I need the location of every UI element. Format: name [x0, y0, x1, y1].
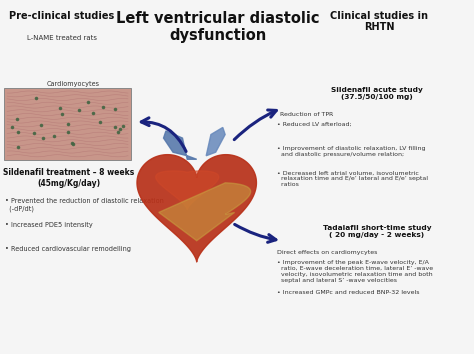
Point	[50, 133, 57, 138]
Text: • Decreased left atrial volume, isovolumetric
  relaxation time and E/e’ lateral: • Decreased left atrial volume, isovolum…	[277, 170, 428, 187]
Point	[96, 120, 104, 125]
Point	[30, 130, 38, 136]
Text: Reduction of TPR: Reduction of TPR	[280, 112, 333, 116]
Point	[111, 106, 119, 112]
Point	[116, 127, 124, 132]
Text: • Reduced LV afterload;: • Reduced LV afterload;	[277, 122, 352, 127]
Text: Tadalafil short-time study
( 20 mg/day - 2 weeks): Tadalafil short-time study ( 20 mg/day -…	[323, 225, 431, 238]
Text: Sildenafil acute study
(37.5/50/100 mg): Sildenafil acute study (37.5/50/100 mg)	[331, 87, 423, 100]
Text: Sildenafil treatment – 8 weeks
(45mg/Kg/day): Sildenafil treatment – 8 weeks (45mg/Kg/…	[3, 168, 134, 188]
Point	[84, 99, 92, 105]
Point	[75, 107, 83, 113]
Point	[119, 123, 127, 129]
Polygon shape	[206, 127, 225, 156]
Point	[37, 122, 45, 128]
Point	[58, 111, 66, 117]
Point	[99, 104, 107, 110]
Polygon shape	[164, 131, 197, 159]
Point	[64, 122, 72, 127]
Text: • Increased PDE5 intensity: • Increased PDE5 intensity	[5, 222, 92, 228]
Point	[111, 124, 119, 130]
Point	[14, 129, 22, 135]
Text: Cardiomyocytes: Cardiomyocytes	[47, 81, 100, 87]
Point	[64, 130, 71, 135]
Text: L-NAME treated rats: L-NAME treated rats	[27, 35, 97, 41]
Point	[90, 110, 97, 116]
Point	[13, 116, 21, 122]
Point	[114, 129, 121, 135]
Point	[39, 135, 47, 141]
Polygon shape	[159, 183, 251, 241]
Polygon shape	[137, 155, 256, 262]
Text: Clinical studies in
RHTN: Clinical studies in RHTN	[330, 11, 428, 32]
Text: • Improvement of the peak E-wave velocity, E/A
  ratio, E-wave deceleration time: • Improvement of the peak E-wave velocit…	[277, 260, 433, 282]
Point	[56, 105, 64, 111]
Point	[69, 142, 77, 147]
Text: • Improvement of diastolic relaxation, LV filling
  and diastolic pressure/volum: • Improvement of diastolic relaxation, L…	[277, 146, 426, 157]
Polygon shape	[156, 171, 219, 210]
Text: • Reduced cardiovascular remodelling: • Reduced cardiovascular remodelling	[5, 246, 131, 252]
Text: Direct effects on cardiomycytes: Direct effects on cardiomycytes	[277, 250, 378, 255]
FancyBboxPatch shape	[4, 88, 131, 160]
Point	[9, 124, 16, 129]
Point	[68, 140, 76, 145]
Text: Pre-clinical studies: Pre-clinical studies	[9, 11, 114, 21]
Point	[32, 95, 40, 101]
Text: • Prevented the reduction of diastolic relaxation
  (-dP/dt): • Prevented the reduction of diastolic r…	[5, 198, 164, 212]
Text: Left ventricular diastolic
dysfunction: Left ventricular diastolic dysfunction	[116, 11, 320, 43]
Text: • Increased GMPc and reduced BNP-32 levels: • Increased GMPc and reduced BNP-32 leve…	[277, 290, 420, 295]
Point	[15, 144, 22, 150]
